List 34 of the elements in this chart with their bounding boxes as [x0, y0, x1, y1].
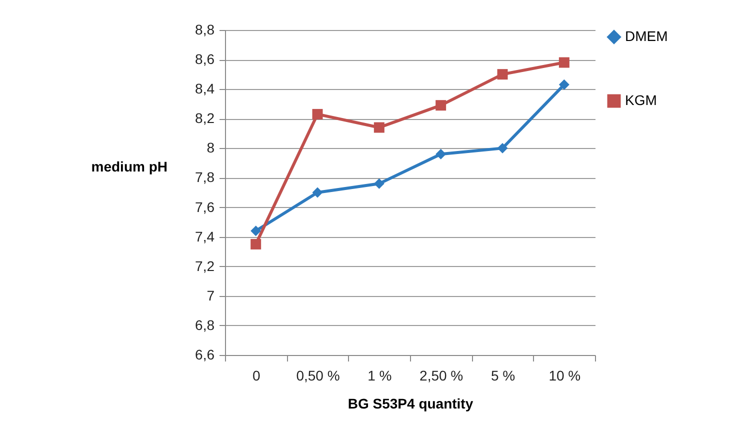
legend-label: DMEM [625, 28, 668, 44]
y-tick-label: 8,6 [195, 51, 215, 68]
x-tick-label: 0 [252, 368, 260, 384]
x-tick-label: 10 % [548, 368, 581, 384]
y-tick-label: 8,8 [195, 22, 215, 38]
point [436, 100, 446, 111]
legend-label: KGM [625, 92, 657, 108]
point [374, 178, 384, 189]
point [374, 122, 384, 133]
y-tick-label: 8 [206, 140, 215, 156]
x-axis-title: BG S53P4 quantity [348, 396, 474, 412]
y-tick-label: 8,4 [195, 80, 215, 97]
y-tick-label: 8,2 [195, 110, 215, 126]
x-tick-label: 5 % [490, 368, 516, 384]
point [312, 108, 323, 120]
x-tick-label: 1 % [368, 368, 392, 384]
point [250, 238, 262, 250]
y-tick-label: 6,8 [195, 316, 215, 333]
x-tick-label: 0,50 % [296, 368, 340, 384]
point [312, 187, 323, 198]
y-tick-label: 7,4 [195, 228, 215, 244]
point [497, 69, 508, 80]
point [436, 148, 446, 160]
point [558, 79, 570, 90]
y-tick-label: 7,8 [195, 169, 215, 186]
y-tick-label: 7 [206, 287, 215, 304]
point [497, 142, 508, 154]
x-tick-label: 2,50 % [420, 368, 464, 384]
point [250, 226, 262, 236]
y-tick-label: 6,6 [195, 346, 215, 362]
y-axis-title: medium pH [91, 158, 168, 174]
y-tick-label: 7,6 [195, 198, 215, 215]
point [558, 57, 570, 68]
y-tick-label: 7,2 [195, 258, 215, 274]
